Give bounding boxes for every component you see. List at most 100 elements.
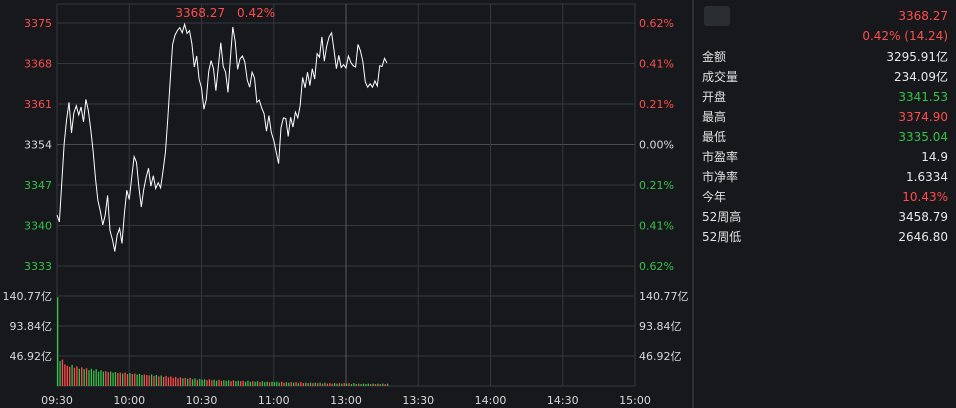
pct-tick-label: 0.41%	[639, 220, 674, 233]
volume-bar	[319, 382, 321, 386]
volume-tick-label: 46.92亿	[10, 350, 53, 363]
volume-bar	[184, 377, 186, 386]
price-tick-label: 3340	[24, 220, 52, 233]
volume-bar	[300, 382, 302, 386]
quote-row: 52周低 2646.80	[702, 227, 948, 247]
volume-bar	[189, 377, 191, 386]
volume-bar	[187, 378, 189, 386]
volume-bar	[155, 374, 158, 386]
volume-bar	[230, 381, 232, 386]
pct-tick-label: 0.21%	[639, 179, 674, 192]
volume-bar	[370, 384, 372, 386]
volume-bar	[148, 375, 150, 386]
volume-bar	[276, 381, 278, 386]
volume-bar	[227, 380, 230, 386]
volume-tick-label-right: 46.92亿	[639, 350, 682, 363]
volume-bar	[288, 382, 290, 386]
volume-bar	[367, 383, 369, 386]
volume-bar	[69, 366, 71, 386]
quote-row-value: 3335.04	[898, 130, 948, 144]
volume-bar	[314, 382, 316, 386]
volume-bar	[59, 361, 61, 386]
volume-bar	[141, 374, 143, 386]
volume-bar	[232, 380, 235, 386]
volume-bar	[346, 383, 348, 386]
volume-bar	[215, 380, 218, 386]
volume-bar	[278, 382, 280, 386]
volume-bar	[309, 382, 312, 386]
volume-bar	[90, 368, 93, 386]
time-tick-label: 11:00	[258, 394, 290, 407]
volume-bar	[97, 371, 100, 386]
volume-bar	[244, 381, 247, 386]
volume-bar	[134, 373, 136, 386]
quote-row-label: 最高	[702, 110, 727, 124]
volume-bar	[78, 368, 80, 386]
time-tick-label: 14:00	[475, 394, 507, 407]
volume-bar	[293, 382, 295, 386]
time-tick-label: 14:30	[547, 394, 579, 407]
volume-bar	[179, 377, 182, 386]
volume-bar	[305, 382, 307, 386]
volume-bar	[290, 382, 292, 386]
volume-bar	[377, 383, 379, 386]
volume-bar	[129, 373, 131, 386]
quote-change-row: 0.42% (14.24)	[702, 26, 948, 46]
quote-panel: 3368.27 0.42% (14.24) 金额 3295.91亿 成交量 234.0…	[694, 0, 956, 408]
quote-row-value: 2646.80	[898, 230, 948, 244]
price-tick-label: 3375	[24, 17, 52, 30]
volume-bar	[247, 380, 249, 386]
volume-bar	[182, 378, 184, 386]
volume-bar	[353, 383, 355, 386]
price-tick-label: 3333	[24, 260, 52, 273]
volume-bar	[252, 381, 254, 386]
volume-bar	[150, 374, 153, 386]
volume-bar	[350, 384, 353, 386]
volume-bar	[93, 370, 95, 386]
volume-bar	[312, 383, 314, 386]
volume-bar	[81, 367, 83, 386]
time-tick-label: 13:30	[402, 394, 434, 407]
volume-bar	[138, 374, 141, 386]
quote-price: 3368.27	[898, 9, 948, 23]
quote-row-label: 最低	[702, 130, 727, 144]
volume-bar	[321, 383, 324, 386]
quote-row-value: 3341.53	[898, 90, 948, 104]
volume-bar	[358, 383, 360, 386]
volume-bar	[249, 381, 251, 386]
volume-bar	[329, 383, 331, 386]
volume-bar	[160, 375, 162, 386]
volume-bar	[213, 379, 215, 386]
volume-bar	[254, 381, 256, 386]
quote-row-label: 市净率	[702, 170, 739, 184]
volume-bar	[158, 376, 160, 386]
quote-row: 开盘 3341.53	[702, 87, 948, 107]
volume-bar	[107, 372, 109, 386]
volume-bar	[223, 380, 225, 386]
volume-bar	[170, 376, 172, 386]
volume-bar	[317, 383, 319, 386]
volume-bar	[112, 372, 114, 386]
volume-bars	[57, 297, 389, 386]
volume-bar	[143, 374, 145, 386]
intraday-chart: 3368.27 0.42% 33753368336133543347334033…	[3, 3, 689, 407]
header-change-pct: 0.42%	[237, 6, 275, 20]
index-name-badge	[704, 6, 730, 26]
volume-bar	[268, 382, 271, 386]
pct-tick-label: 0.21%	[639, 98, 674, 111]
volume-bar	[382, 383, 384, 386]
quote-row-label: 52周低	[702, 230, 742, 244]
quote-row-value: 3458.79	[898, 210, 948, 224]
quote-row-label: 金额	[702, 50, 727, 64]
price-line	[56, 22, 388, 252]
volume-bar	[384, 384, 386, 386]
volume-bar	[326, 383, 329, 386]
volume-bar	[237, 380, 239, 386]
volume-bar	[360, 384, 362, 386]
panel-divider	[692, 0, 694, 408]
volume-bar	[119, 372, 121, 386]
volume-bar	[88, 370, 90, 386]
volume-bar	[273, 382, 276, 386]
volume-bar	[102, 371, 105, 386]
volume-bar	[117, 373, 119, 386]
